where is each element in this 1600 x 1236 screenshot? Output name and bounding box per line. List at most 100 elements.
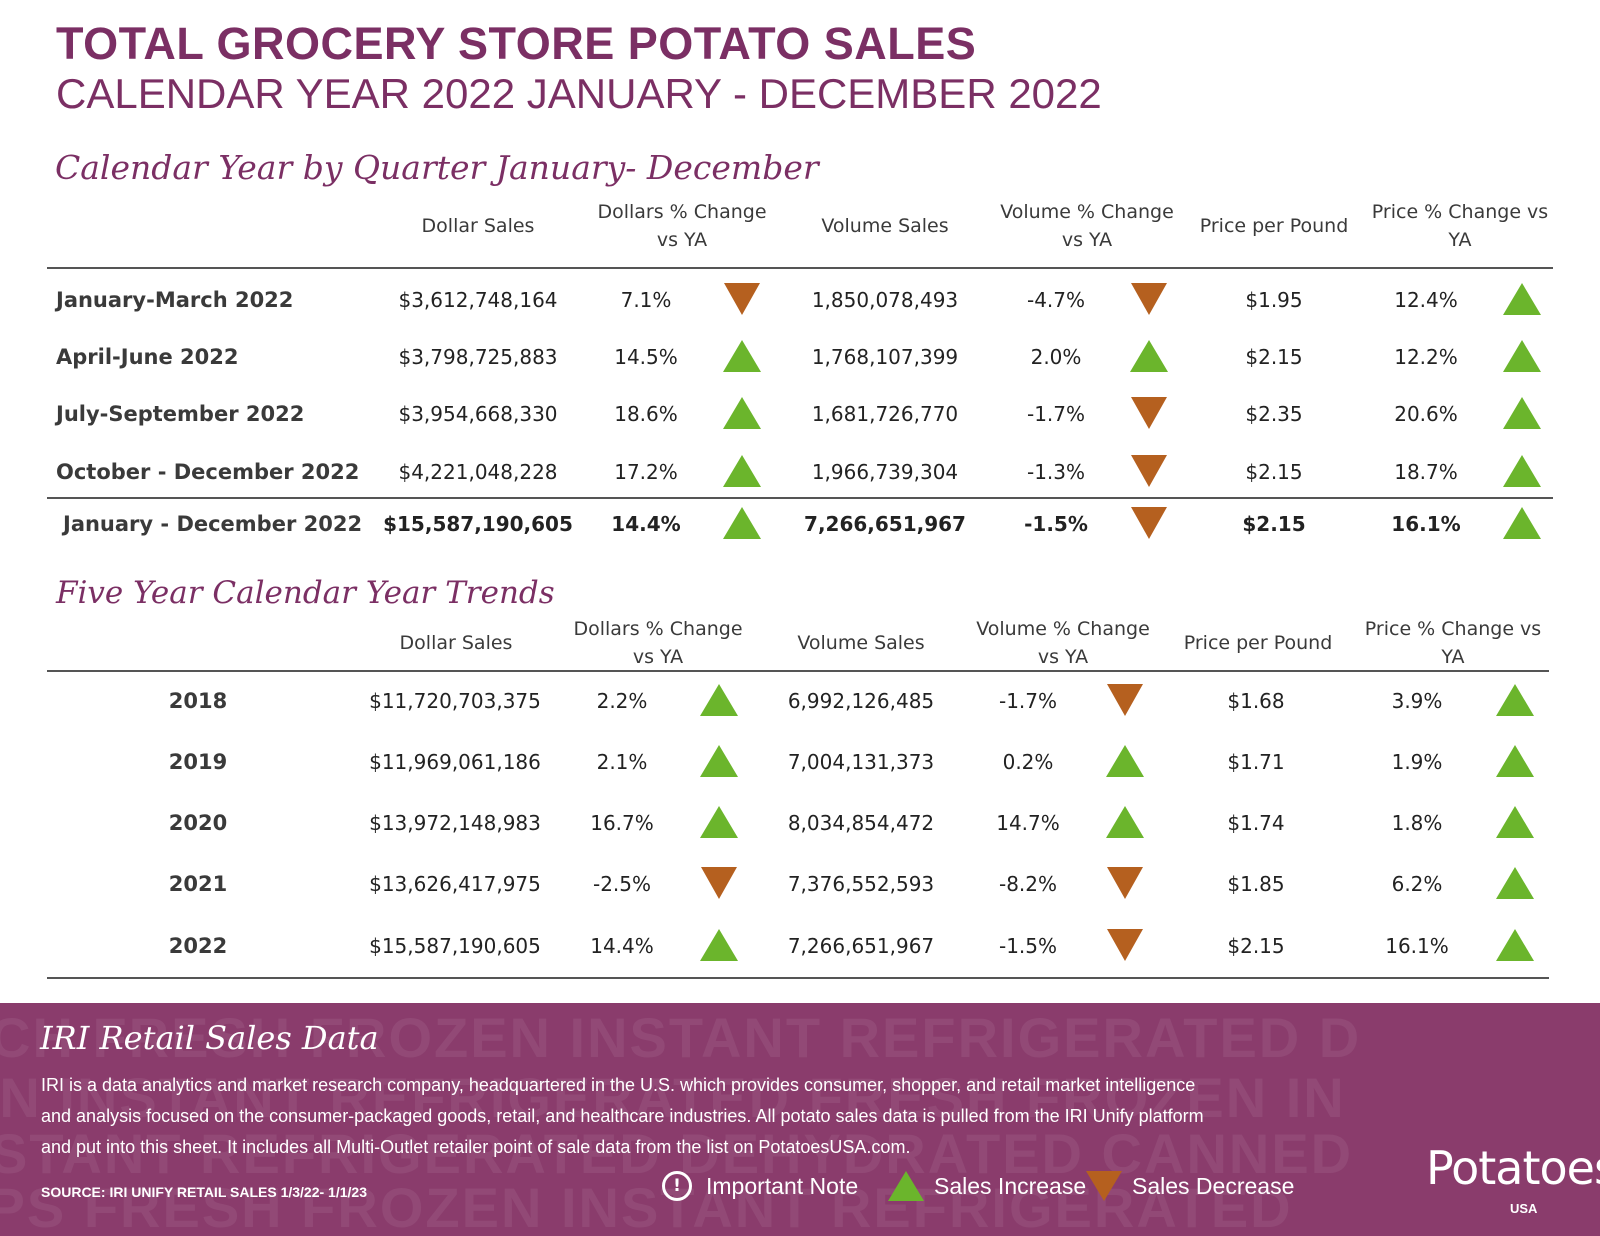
dollars-change-cell: 2.1% bbox=[596, 750, 648, 774]
total-period-label: January - December 2022 bbox=[63, 512, 363, 536]
header-price-change: Price % Change vs YA bbox=[1372, 198, 1548, 254]
triangle-up-icon bbox=[1503, 340, 1541, 372]
header-price-change-line1: Price % Change vs bbox=[1364, 618, 1542, 640]
header-dollars-change: Dollars % Change vs YA bbox=[573, 615, 742, 671]
volume-sales-cell: 7,004,131,373 bbox=[787, 750, 935, 774]
legend-decrease-label: Sales Decrease bbox=[1132, 1172, 1295, 1199]
legend-sales-increase: Sales Increase bbox=[888, 1171, 1086, 1201]
page-title: TOTAL GROCERY STORE POTATO SALES bbox=[56, 18, 977, 69]
price-change-cell: 12.2% bbox=[1394, 345, 1458, 369]
watermark-line: EN INSTANT REFRIGERATED FRESH FROZEN IN bbox=[0, 1066, 1346, 1129]
price-change-cell: 3.9% bbox=[1391, 689, 1443, 713]
price-per-pound-cell: $1.71 bbox=[1227, 750, 1285, 774]
dollars-change-cell: 14.4% bbox=[611, 512, 681, 536]
period-label: January-March 2022 bbox=[56, 288, 294, 312]
volume-change-cell: -1.5% bbox=[1024, 512, 1088, 536]
header-dollar-sales: Dollar Sales bbox=[399, 632, 513, 654]
triangle-down-icon bbox=[1107, 867, 1143, 899]
triangle-up-icon bbox=[1106, 806, 1144, 838]
volume-sales-cell: 1,966,739,304 bbox=[811, 460, 959, 484]
iri-description: IRI is a data analytics and market resea… bbox=[41, 1075, 1204, 1157]
dollar-sales-cell: $11,720,703,375 bbox=[369, 689, 541, 713]
year-label: 2021 bbox=[168, 872, 228, 896]
header-volume-change: Volume % Change vs YA bbox=[976, 615, 1150, 671]
table-bottom-divider bbox=[47, 977, 1549, 979]
header-divider bbox=[47, 267, 1553, 269]
volume-change-cell: 0.2% bbox=[1002, 750, 1054, 774]
dollars-change-cell: 18.6% bbox=[614, 402, 678, 426]
price-per-pound-cell: $1.95 bbox=[1245, 288, 1303, 312]
price-per-pound-cell: $2.15 bbox=[1242, 512, 1306, 536]
price-change-cell: 12.4% bbox=[1394, 288, 1458, 312]
dollars-change-cell: 7.1% bbox=[620, 288, 672, 312]
price-per-pound-cell: $2.15 bbox=[1245, 345, 1303, 369]
triangle-down-icon bbox=[1131, 283, 1167, 315]
triangle-down-icon bbox=[1131, 507, 1167, 539]
volume-change-cell: -8.2% bbox=[998, 872, 1058, 896]
header-volume-change-line2: vs YA bbox=[1061, 229, 1113, 251]
volume-sales-cell: 8,034,854,472 bbox=[787, 811, 935, 835]
volume-sales-cell: 7,376,552,593 bbox=[787, 872, 935, 896]
header-dollars-change-line1: Dollars % Change bbox=[597, 201, 767, 223]
dollar-sales-cell: $13,972,148,983 bbox=[369, 811, 541, 835]
header-dollars-change-line2: vs YA bbox=[632, 646, 684, 668]
price-per-pound-cell: $1.85 bbox=[1227, 872, 1285, 896]
dollar-sales-cell: $3,954,668,330 bbox=[398, 402, 558, 426]
footer-panel: CH FRESH FROZEN INSTANT REFRIGERATED D E… bbox=[0, 1003, 1600, 1236]
triangle-up-icon bbox=[700, 684, 738, 716]
watermark-line: CH FRESH FROZEN INSTANT REFRIGERATED D bbox=[0, 1006, 1362, 1069]
dollars-change-cell: -2.5% bbox=[592, 872, 652, 896]
triangle-down-icon bbox=[1131, 397, 1167, 429]
header-dollars-change-line2: vs YA bbox=[656, 229, 708, 251]
triangle-up-icon bbox=[700, 929, 738, 961]
triangle-up-icon bbox=[723, 397, 761, 429]
volume-sales-cell: 1,850,078,493 bbox=[811, 288, 959, 312]
volume-change-cell: -1.7% bbox=[1026, 402, 1086, 426]
quarterly-section-title: Calendar Year by Quarter January- Decemb… bbox=[55, 148, 819, 187]
potatoes-usa-logo: Potatoes bbox=[1426, 1141, 1600, 1195]
triangle-up-icon bbox=[1496, 806, 1534, 838]
dollar-sales-cell: $4,221,048,228 bbox=[398, 460, 558, 484]
dollars-change-cell: 2.2% bbox=[596, 689, 648, 713]
period-label: October - December 2022 bbox=[56, 460, 360, 484]
price-change-cell: 18.7% bbox=[1394, 460, 1458, 484]
exclamation-circle-icon: ! bbox=[662, 1171, 692, 1201]
triangle-up-icon bbox=[1496, 929, 1534, 961]
volume-sales-cell: 1,681,726,770 bbox=[811, 402, 959, 426]
dollars-change-cell: 16.7% bbox=[590, 811, 654, 835]
volume-sales-cell: 7,266,651,967 bbox=[787, 934, 935, 958]
legend-sales-decrease: Sales Decrease bbox=[1086, 1171, 1294, 1201]
triangle-up-icon bbox=[723, 340, 761, 372]
five-year-section-title: Five Year Calendar Year Trends bbox=[56, 575, 555, 611]
legend-important-note: ! Important Note bbox=[662, 1171, 858, 1201]
price-change-cell: 20.6% bbox=[1394, 402, 1458, 426]
watermark-line: IPS FRESH FROZEN INSTANT REFRIGERATED bbox=[0, 1176, 1293, 1236]
header-price-change-line2: YA bbox=[1448, 229, 1472, 251]
iri-section-title: IRI Retail Sales Data bbox=[40, 1019, 379, 1057]
year-label: 2022 bbox=[168, 934, 228, 958]
volume-change-cell: -1.5% bbox=[998, 934, 1058, 958]
triangle-up-icon bbox=[1503, 507, 1541, 539]
triangle-up-icon bbox=[1503, 397, 1541, 429]
header-price-change-line1: Price % Change vs bbox=[1371, 201, 1549, 223]
header-volume-change-line1: Volume % Change bbox=[1000, 201, 1174, 223]
period-label: April-June 2022 bbox=[56, 345, 239, 369]
header-volume-sales: Volume Sales bbox=[797, 632, 925, 654]
dollars-change-cell: 14.4% bbox=[590, 934, 654, 958]
header-volume-change-line2: vs YA bbox=[1037, 646, 1089, 668]
total-divider bbox=[47, 497, 1553, 499]
volume-sales-cell: 7,266,651,967 bbox=[804, 512, 966, 536]
triangle-up-icon bbox=[723, 507, 761, 539]
volume-sales-cell: 1,768,107,399 bbox=[811, 345, 959, 369]
header-dollars-change-line1: Dollars % Change bbox=[573, 618, 743, 640]
price-per-pound-cell: $2.15 bbox=[1227, 934, 1285, 958]
legend-increase-label: Sales Increase bbox=[934, 1172, 1087, 1199]
page-subtitle: CALENDAR YEAR 2022 JANUARY - DECEMBER 20… bbox=[56, 70, 1102, 117]
header-price-per-pound: Price per Pound bbox=[1183, 632, 1333, 654]
triangle-up-icon bbox=[723, 455, 761, 487]
volume-change-cell: -1.7% bbox=[998, 689, 1058, 713]
year-label: 2020 bbox=[168, 811, 228, 835]
triangle-up-icon bbox=[1106, 745, 1144, 777]
period-label: July-September 2022 bbox=[56, 402, 305, 426]
dollars-change-cell: 17.2% bbox=[614, 460, 678, 484]
